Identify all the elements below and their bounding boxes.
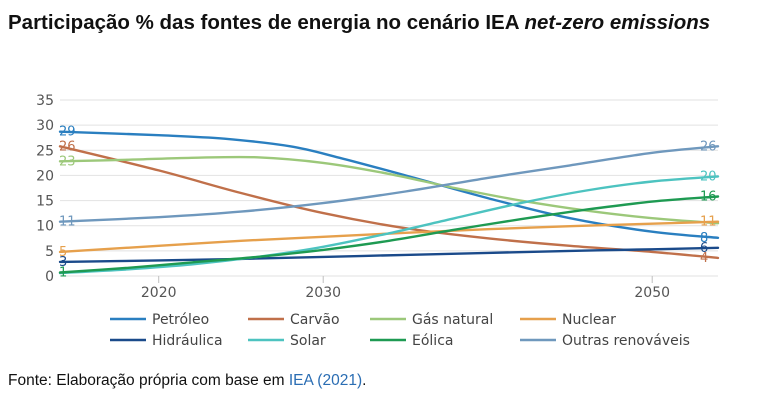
legend-label-carvao: Carvão (290, 312, 340, 328)
end-label-carvao: 4 (700, 251, 708, 266)
chart-end-labels: 29 8 26 4 23 5 11 3 6 20 1 16 11 26 (59, 125, 717, 281)
source-note: Fonte: Elaboração própria com base em IE… (8, 372, 366, 390)
y-tick-label-20: 20 (36, 168, 54, 184)
source-suffix: . (362, 372, 367, 389)
source-prefix: Fonte: Elaboração própria com base em (8, 372, 289, 389)
series-line-outras-renovaveis (58, 145, 720, 223)
chart-title-italic: net-zero emissions (524, 11, 711, 34)
y-tick-label-5: 5 (45, 244, 54, 260)
start-label-petroleo: 29 (59, 125, 76, 140)
y-tick-label-10: 10 (36, 219, 54, 235)
end-label-nuclear: 11 (700, 215, 717, 230)
legend-label-solar: Solar (290, 333, 326, 349)
start-label-gas-natural: 23 (59, 154, 76, 169)
chart-title-main: Participação % das fontes de energia no … (8, 11, 525, 34)
y-tick-label-25: 25 (36, 143, 54, 159)
start-label-eolica: 1 (59, 265, 67, 280)
series-line-hidraulica (58, 246, 720, 264)
series-line-solar (58, 175, 720, 275)
legend-label-petroleo: Petróleo (152, 312, 209, 328)
y-tick-label-15: 15 (36, 194, 54, 210)
chart-title: Participação % das fontes de energia no … (8, 9, 758, 36)
y-tick-label-30: 30 (36, 118, 54, 134)
start-label-outras-renovaveis: 11 (59, 215, 76, 230)
start-label-hidraulica: 3 (59, 255, 67, 270)
chart-legend: Petróleo Carvão Gás natural Nuclear Hidráuli… (110, 312, 690, 349)
source-link[interactable]: IEA (2021) (288, 372, 363, 389)
series-line-nuclear (58, 220, 720, 254)
series-line-eolica (58, 195, 720, 274)
x-tick-label-2030: 2030 (305, 285, 341, 301)
end-label-petroleo: 8 (700, 231, 708, 246)
end-label-outras-renovaveis: 26 (700, 139, 717, 154)
series-line-gas-natural (58, 155, 720, 225)
legend-label-hidraulica: Hidráulica (152, 333, 223, 349)
legend-label-outras-renovaveis: Outras renováveis (562, 333, 690, 349)
x-tick-label-2020: 2020 (141, 285, 177, 301)
y-tick-label-0: 0 (45, 269, 54, 285)
end-label-solar: 20 (700, 169, 717, 184)
x-tick-label-2050: 2050 (634, 285, 670, 301)
start-label-nuclear: 5 (59, 245, 67, 260)
legend-label-eolica: Eólica (412, 333, 453, 349)
legend-label-nuclear: Nuclear (562, 312, 616, 328)
y-tick-label-35: 35 (36, 93, 54, 109)
end-label-hidraulica: 6 (700, 241, 708, 256)
chart-series (58, 130, 720, 275)
end-label-eolica: 16 (700, 190, 717, 205)
legend-label-gas-natural: Gás natural (412, 312, 493, 328)
start-label-carvao: 26 (59, 139, 76, 154)
